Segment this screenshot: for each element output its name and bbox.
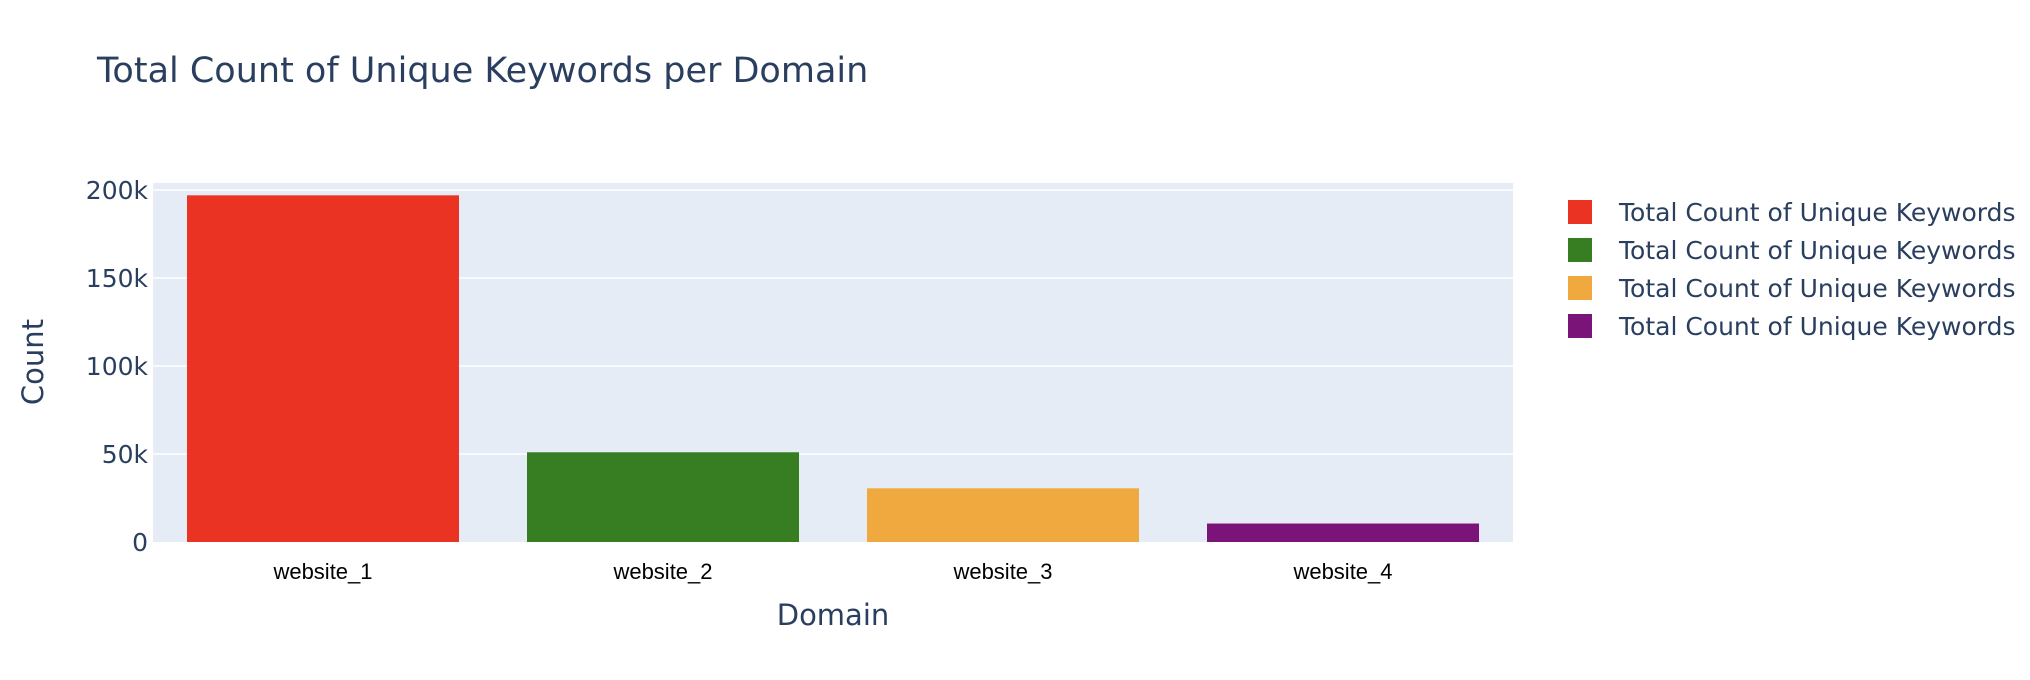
legend-label: Total Count of Unique Keywords: [1618, 198, 2016, 227]
legend-label: Total Count of Unique Keywords: [1618, 274, 2016, 303]
x-tick-label: website_4: [1292, 559, 1392, 584]
y-axis-title: Count: [16, 319, 50, 405]
legend-swatch: [1568, 238, 1592, 262]
x-axis-title: Domain: [777, 598, 890, 632]
legend-item[interactable]: Total Count of Unique Keywords: [1568, 198, 2016, 227]
legend-item[interactable]: Total Count of Unique Keywords: [1568, 312, 2016, 341]
legend-swatch: [1568, 314, 1592, 338]
x-axis-ticks: website_1 website_2 website_3 website_4: [272, 559, 1392, 584]
x-tick-label: website_3: [952, 559, 1052, 584]
y-tick-label: 200k: [86, 176, 149, 205]
legend-label: Total Count of Unique Keywords: [1618, 312, 2016, 341]
legend-item[interactable]: Total Count of Unique Keywords: [1568, 274, 2016, 303]
y-tick-label: 50k: [102, 440, 149, 469]
y-axis-ticks: 0 50k 100k 150k 200k: [86, 176, 149, 557]
bar-website-1[interactable]: [187, 195, 459, 542]
legend-item[interactable]: Total Count of Unique Keywords: [1568, 236, 2016, 265]
chart-title: Total Count of Unique Keywords per Domai…: [96, 51, 868, 91]
legend[interactable]: Total Count of Unique Keywords Total Coun…: [1568, 198, 2016, 341]
x-tick-label: website_1: [272, 559, 372, 584]
bar-website-3[interactable]: [867, 488, 1139, 542]
y-tick-label: 0: [132, 528, 148, 557]
y-tick-label: 100k: [86, 352, 149, 381]
legend-swatch: [1568, 200, 1592, 224]
legend-label: Total Count of Unique Keywords: [1618, 236, 2016, 265]
bar-website-2[interactable]: [527, 452, 799, 542]
bar-website-4[interactable]: [1207, 523, 1479, 542]
x-tick-label: website_2: [612, 559, 712, 584]
y-tick-label: 150k: [86, 264, 149, 293]
bar-series: [187, 195, 1479, 542]
legend-swatch: [1568, 276, 1592, 300]
